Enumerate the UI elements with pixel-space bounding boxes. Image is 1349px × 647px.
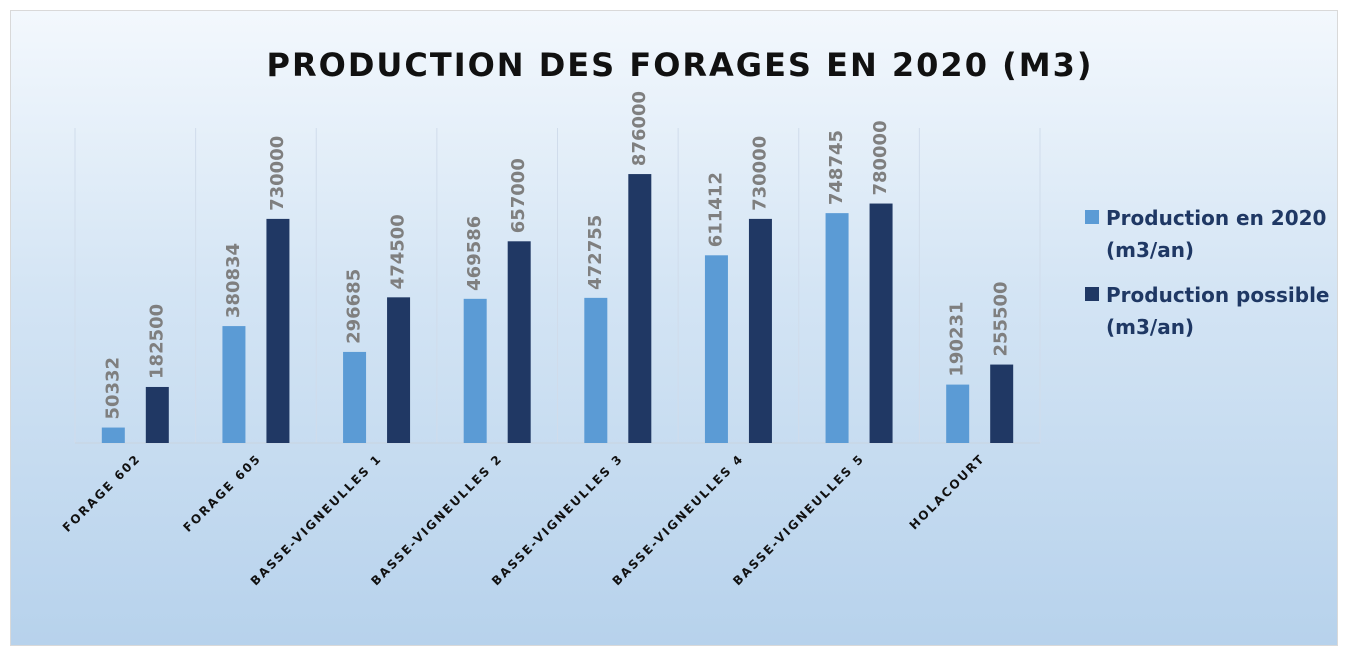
bar: [463, 298, 487, 443]
data-label: 469586: [464, 216, 485, 291]
bar: [222, 326, 246, 443]
bar: [628, 174, 652, 443]
legend-label: Production en 2020 (m3/an): [1106, 206, 1327, 262]
x-tick-label: HOLACOURT: [907, 451, 988, 532]
legend-item: Production possible (m3/an): [1085, 279, 1349, 343]
legend-swatch: [1085, 287, 1099, 301]
data-label: 611412: [705, 172, 726, 247]
data-label: 748745: [826, 130, 847, 205]
legend-item: Production en 2020 (m3/an): [1085, 202, 1349, 266]
data-label: 474500: [388, 214, 409, 289]
x-tick-label: FORAGE 602: [60, 451, 144, 535]
bar: [101, 427, 125, 443]
data-label: 876000: [629, 91, 650, 166]
bar: [869, 203, 893, 443]
bar: [748, 218, 772, 443]
bar: [507, 241, 531, 443]
bar: [145, 386, 169, 443]
x-tick-label: BASSE-VIGNEULLES 2: [368, 451, 505, 588]
x-tick-label: BASSE-VIGNEULLES 1: [248, 451, 385, 588]
bar: [825, 213, 849, 443]
x-tick-label: BASSE-VIGNEULLES 3: [489, 451, 626, 588]
data-label: 780000: [870, 120, 891, 195]
bar: [266, 218, 290, 443]
legend-label: Production possible (m3/an): [1106, 283, 1330, 339]
x-tick-label: BASSE-VIGNEULLES 5: [730, 451, 867, 588]
data-label: 296685: [344, 269, 365, 344]
bar: [990, 364, 1014, 443]
data-label: 50332: [102, 357, 123, 420]
bar: [946, 384, 970, 443]
bar: [343, 351, 367, 443]
bar: [387, 297, 411, 443]
bar: [704, 255, 728, 443]
x-tick-label: BASSE-VIGNEULLES 4: [610, 451, 747, 588]
data-label: 182500: [146, 304, 167, 379]
chart-title: PRODUCTION DES FORAGES EN 2020 (M3): [267, 46, 1094, 84]
x-tick-label: FORAGE 605: [180, 451, 264, 535]
bar: [584, 297, 608, 443]
data-label: 472755: [585, 215, 606, 290]
data-label: 730000: [749, 136, 770, 211]
data-label: 380834: [223, 243, 244, 318]
data-label: 190231: [947, 301, 968, 376]
data-label: 657000: [508, 158, 529, 233]
data-label: 255500: [991, 281, 1012, 356]
legend-swatch: [1085, 210, 1099, 224]
data-label: 730000: [267, 136, 288, 211]
